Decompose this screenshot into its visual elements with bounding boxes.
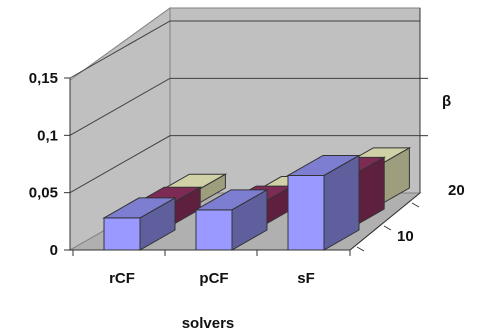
y-tick-label: 0,15 <box>29 70 58 87</box>
depth-tick-label: 20 <box>448 182 465 199</box>
y-tick-label: 0 <box>50 242 58 259</box>
x-ticks: rCF pCF sF <box>72 250 351 287</box>
depth-tick-label: 10 <box>397 228 414 245</box>
depth-tick-mark <box>356 246 365 252</box>
bar-front-face <box>103 217 141 251</box>
bar-rCF-segment-1 <box>102 197 177 251</box>
bar-sF-segment-1 <box>286 154 361 251</box>
gridlines <box>69 20 420 194</box>
y-tick-label: 0,1 <box>37 127 58 144</box>
z-axis-title: β <box>442 93 451 110</box>
x-tick-label: pCF <box>199 270 228 287</box>
depth-tick-mark <box>411 202 420 208</box>
y-tick-label: 0,05 <box>29 185 58 202</box>
depth-axis-line <box>349 192 421 251</box>
bar-top-face <box>286 154 361 176</box>
bar-front-face <box>287 174 325 251</box>
gridline <box>69 20 420 79</box>
bar-front-face <box>195 209 233 251</box>
depth-ticks: 10 20 <box>356 182 465 252</box>
x-tick-label: sF <box>297 270 315 287</box>
gridline <box>69 135 420 194</box>
bar-top-face <box>194 189 269 211</box>
bar-top-face <box>102 197 177 219</box>
bars <box>102 147 412 251</box>
y-ticks: 0 0,05 0,1 0,15 <box>29 70 428 259</box>
x-tick-label: rCF <box>109 270 135 287</box>
x-axis-title: solvers <box>182 315 235 332</box>
gridline <box>69 77 420 136</box>
depth-tick-mark <box>383 225 392 231</box>
bar-pCF-segment-1 <box>194 189 269 251</box>
